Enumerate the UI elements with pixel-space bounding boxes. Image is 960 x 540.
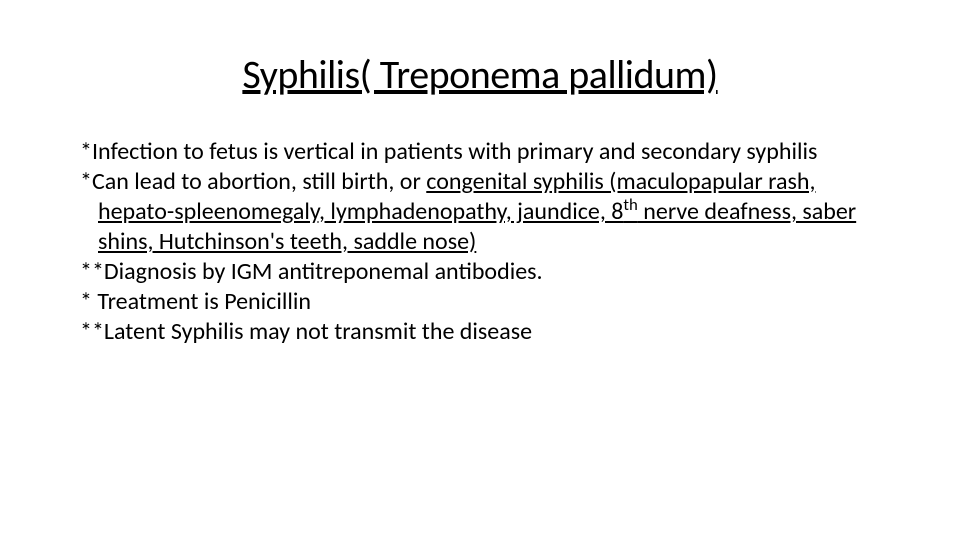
bullet-item: *Can lead to abortion, still birth, or c… (80, 167, 880, 257)
slide-container: Syphilis( Treponema pallidum) *Infection… (0, 0, 960, 540)
bullet-prefix: * (80, 137, 92, 166)
bullet-prefix: ** (80, 257, 104, 286)
bullet-prefix: * (80, 287, 97, 316)
slide-body: *Infection to fetus is vertical in patie… (80, 137, 880, 347)
bullet-item: **Diagnosis by IGM antitreponemal antibo… (80, 257, 880, 287)
slide-title: Syphilis( Treponema pallidum) (80, 50, 880, 99)
bullet-item: *Infection to fetus is vertical in patie… (80, 137, 880, 167)
bullet-text: Infection to fetus is vertical in patien… (92, 137, 817, 166)
bullet-prefix: * (80, 167, 92, 196)
bullet-text: Latent Syphilis may not transmit the dis… (104, 317, 532, 346)
bullet-text: Treatment is Penicillin (97, 287, 311, 316)
bullet-text: Can lead to abortion, still birth, or (92, 167, 426, 196)
bullet-item: * Treatment is Penicillin (80, 287, 880, 317)
bullet-item: **Latent Syphilis may not transmit the d… (80, 317, 880, 347)
bullet-prefix: ** (80, 317, 104, 346)
bullet-text: Diagnosis by IGM antitreponemal antibodi… (104, 257, 543, 286)
superscript-th: th (623, 194, 637, 215)
